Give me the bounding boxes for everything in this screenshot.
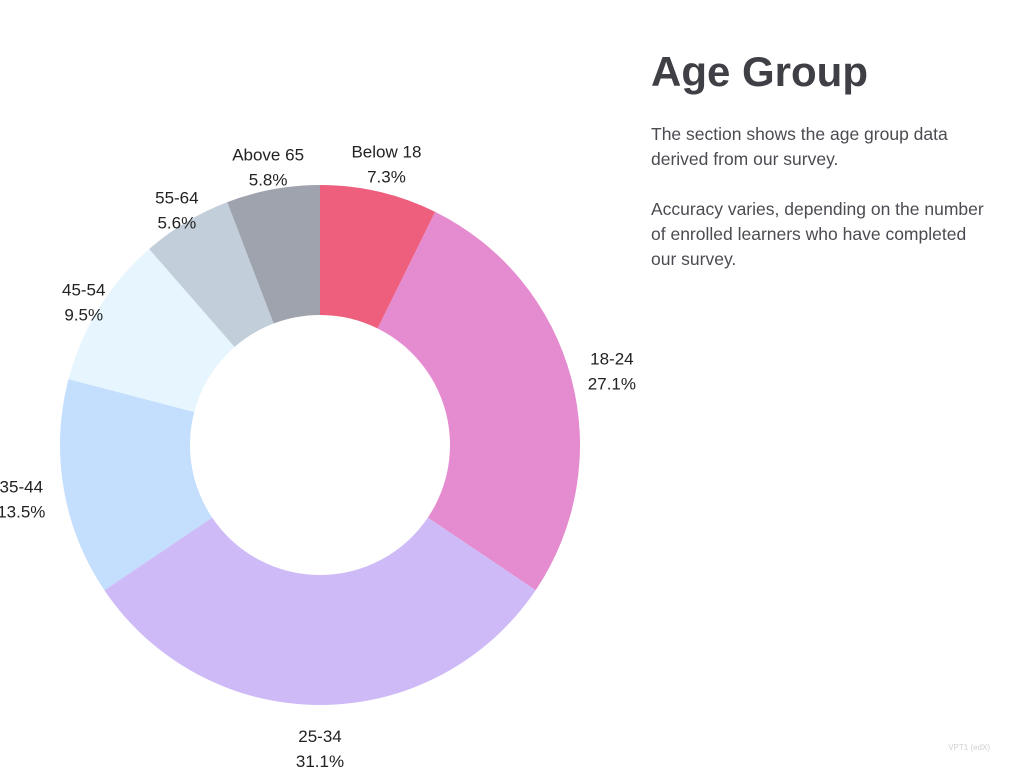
accuracy-note: Accuracy varies, depending on the number… — [651, 199, 984, 269]
slice-35-44[interactable] — [59, 379, 213, 591]
slice-value-below-18: 7.3% — [367, 168, 406, 187]
age-group-donut-chart: Below 18 7.3% 18-24 27.1% 25-34 31.1% 35-44 13.… — [0, 143, 636, 768]
description-paragraph: The section shows the age group data der… — [651, 124, 948, 169]
slice-45-54[interactable] — [68, 249, 235, 413]
slice-label-55-64: 55-64 — [155, 189, 198, 208]
slice-below-18[interactable] — [320, 185, 436, 329]
slice-label-below-18: Below 18 — [351, 143, 421, 162]
page-title: Age Group — [651, 48, 868, 95]
donut-slices — [59, 185, 580, 705]
slice-label-25-34: 25-34 — [298, 727, 341, 746]
info-panel: Age Group The section shows the age grou… — [651, 46, 991, 272]
slice-labels: Below 18 7.3% 18-24 27.1% 25-34 31.1% 35-44 13.… — [0, 143, 636, 768]
slice-label-35-44: 35-44 — [0, 478, 43, 497]
slice-above-65[interactable] — [227, 185, 320, 324]
watermark: VPT1 (edX) — [948, 743, 990, 752]
slice-18-24[interactable] — [377, 211, 580, 591]
slice-value-above-65: 5.8% — [249, 171, 288, 190]
slice-value-35-44: 13.5% — [0, 503, 45, 522]
slice-value-18-24: 27.1% — [588, 375, 636, 394]
slice-value-45-54: 9.5% — [64, 305, 103, 324]
slice-25-34[interactable] — [104, 517, 536, 705]
slice-label-45-54: 45-54 — [62, 280, 105, 299]
slice-label-above-65: Above 65 — [232, 146, 304, 165]
slice-value-25-34: 31.1% — [296, 752, 344, 768]
slice-label-18-24: 18-24 — [590, 350, 633, 369]
slice-55-64[interactable] — [149, 202, 274, 348]
slice-value-55-64: 5.6% — [157, 214, 196, 233]
